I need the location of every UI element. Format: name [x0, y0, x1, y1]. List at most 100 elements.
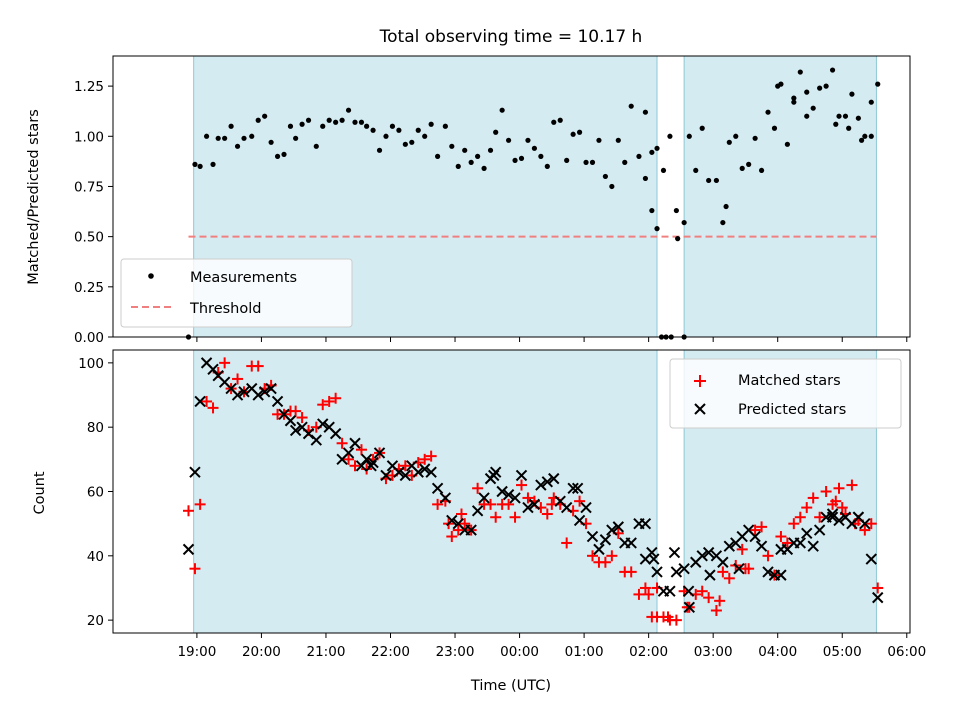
predicted-stars-point [826, 511, 839, 523]
predicted-stars-point [872, 591, 884, 604]
predicted-stars-point [682, 585, 695, 597]
predicted-stars-point [522, 501, 534, 514]
matched-stars-point [399, 460, 411, 472]
matched-stars-point [696, 585, 708, 597]
measurement-point [538, 153, 544, 159]
measurement-point [875, 81, 881, 87]
measurement-point [758, 167, 765, 174]
predicted-stars-point [733, 562, 745, 575]
predicted-stars-point [515, 469, 528, 482]
measurement-point [505, 137, 512, 143]
predicted-stars-point [289, 424, 302, 437]
x-tick-label: 05:00 [823, 644, 862, 660]
measurement-point [775, 83, 781, 89]
predicted-stars-point [502, 489, 515, 501]
y-tick-label: 1.25 [74, 79, 104, 95]
matched-stars-point [781, 537, 793, 549]
measurement-point [499, 107, 505, 113]
measurement-point [804, 89, 810, 95]
measurement-point [693, 167, 699, 174]
matched-stars-point [703, 592, 715, 604]
matched-stars-point [756, 521, 768, 533]
matched-stars-point [717, 566, 729, 578]
legend-matched-label: Matched stars [738, 373, 841, 389]
matched-stars-point [807, 492, 819, 504]
y-tick-label: 0.25 [74, 280, 104, 296]
measurement-point [320, 123, 326, 129]
measurement-point [428, 121, 434, 127]
measurement-point [752, 135, 758, 141]
predicted-stars-point [560, 501, 573, 514]
measurement-point [455, 163, 461, 169]
y-tick-label: 100 [78, 356, 104, 372]
measurement-point [249, 133, 255, 139]
measurement-point [376, 147, 383, 153]
matched-stars-point [207, 402, 219, 414]
measurement-point [228, 123, 234, 129]
measurement-point [326, 117, 332, 123]
matched-stars-point [503, 498, 515, 510]
predicted-stars-point [639, 517, 652, 530]
measurement-point [215, 135, 221, 141]
matched-stars-point [670, 614, 682, 626]
legend-counts: Matched stars Predicted stars [669, 358, 902, 429]
predicted-stars-point [599, 534, 612, 546]
measurement-point [422, 133, 428, 139]
predicted-stars-point [360, 453, 373, 466]
measurement-point [305, 117, 312, 123]
matched-stars-point [541, 508, 553, 520]
measurement-point [868, 99, 874, 105]
x-tick-label: 01:00 [565, 644, 604, 660]
matched-stars-point [516, 479, 528, 491]
measurement-point [383, 133, 389, 139]
measurement-point [241, 135, 247, 141]
measurement-point [649, 149, 655, 155]
predicted-stars-point [412, 466, 424, 478]
measurement-point [402, 141, 408, 147]
y-tick-label: 1.00 [74, 129, 104, 145]
measurement-point [481, 165, 487, 171]
x-tick-label: 00:00 [500, 644, 539, 660]
measurement-point [222, 135, 228, 141]
measurement-point [518, 155, 525, 161]
predicted-stars-point [399, 469, 412, 482]
predicted-stars-point [478, 492, 490, 504]
predicted-stars-point [702, 546, 715, 559]
matched-stars-point [201, 395, 213, 407]
panel-ratio: 0.00 0.25 0.50 0.75 1.00 1.25 Matched/Predict… [26, 55, 911, 346]
matched-stars-point [574, 495, 586, 507]
predicted-stars-point [373, 447, 386, 459]
predicted-stars-point [393, 466, 405, 478]
x-tick-label: 22:00 [371, 644, 410, 660]
measurement-point [746, 161, 752, 167]
matched-stars-point [794, 511, 806, 523]
predicted-stars-point [567, 482, 579, 494]
matched-stars-point [775, 531, 787, 543]
measurement-point [675, 236, 681, 242]
predicted-stars-point [606, 524, 618, 536]
measurement-point [654, 145, 660, 151]
measurement-point [358, 119, 365, 125]
matched-stars-point [710, 604, 722, 616]
x-tick-label: 04:00 [758, 644, 797, 660]
measurement-point [449, 143, 455, 149]
measurement-point [339, 117, 345, 123]
matched-stars-point [432, 498, 444, 510]
matched-stars-point [452, 524, 464, 536]
predicted-stars-point [548, 472, 560, 485]
y-tick-label: 80 [87, 420, 104, 436]
predicted-stars-point [762, 566, 774, 578]
predicted-stars-point [648, 553, 660, 565]
panel-ratio-ylabel: Matched/Predicted stars [26, 109, 42, 285]
measurement-point [525, 137, 531, 143]
measurement-point [823, 83, 829, 89]
measurement-point [649, 207, 655, 214]
predicted-stars-point [670, 566, 683, 578]
predicted-stars-point [704, 569, 716, 581]
panel-counts: 20 40 60 80 100 19:00 20:00 21:00 22:00 23:00 00:… [32, 349, 926, 694]
matched-stars-point [509, 511, 521, 523]
y-tick-label: 0.50 [74, 230, 104, 246]
measurement-point [262, 113, 268, 119]
matched-stars-point [425, 450, 437, 462]
predicted-stars-point [238, 386, 250, 398]
